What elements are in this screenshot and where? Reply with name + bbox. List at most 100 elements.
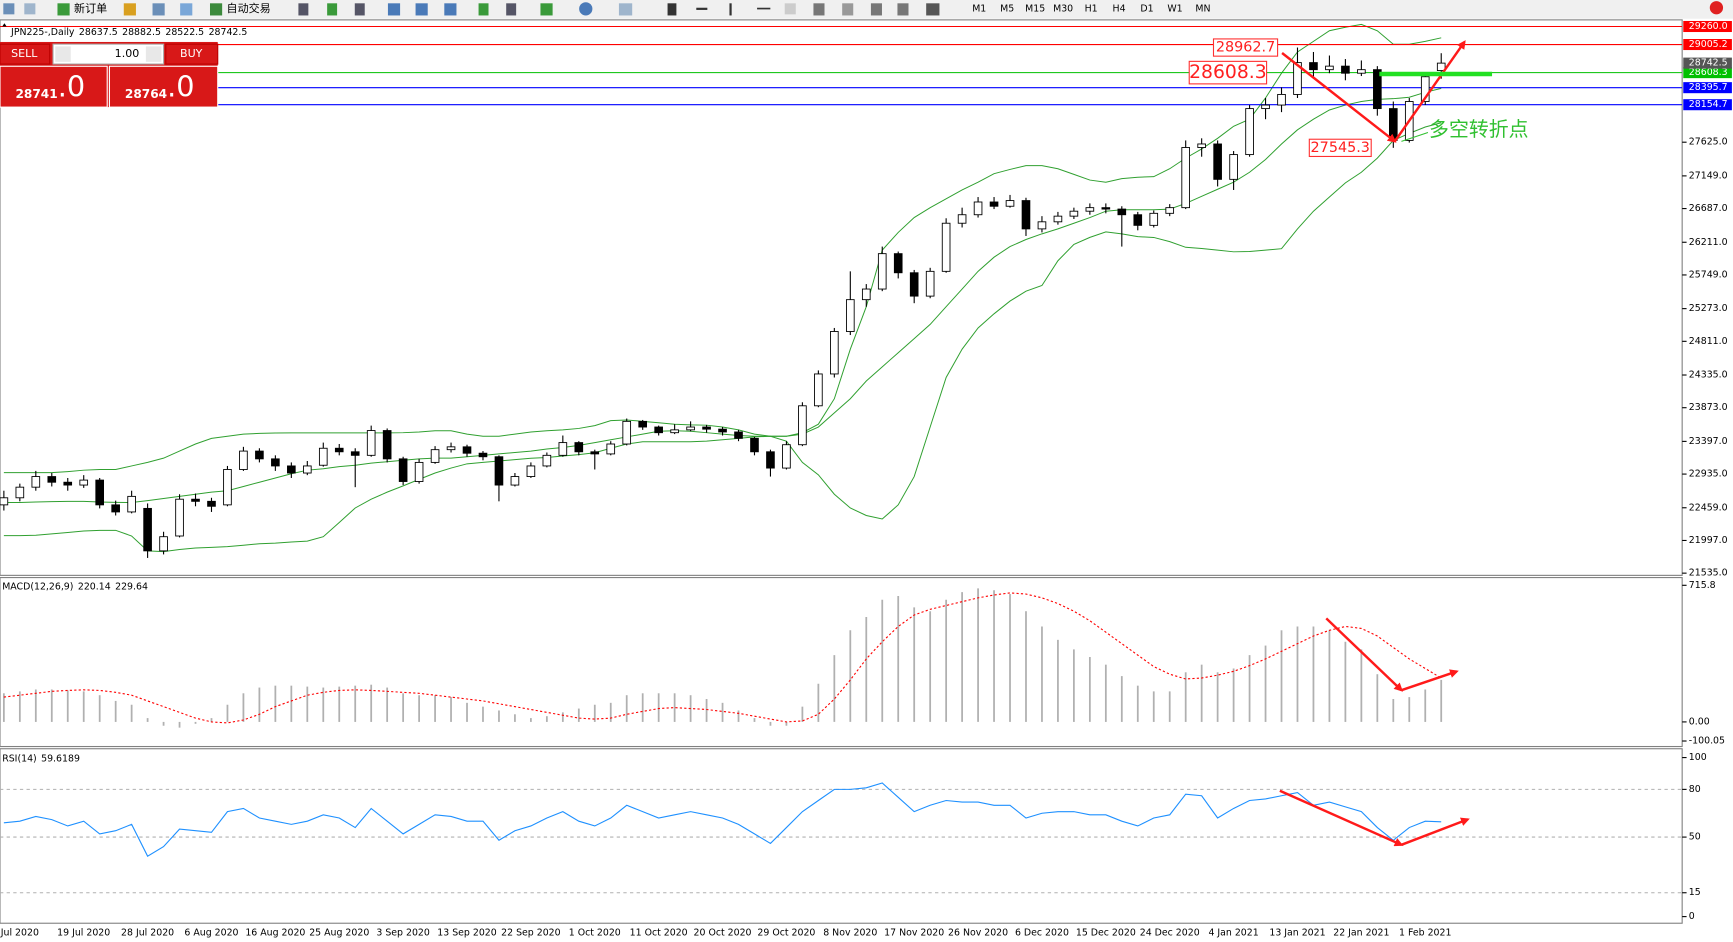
timeframe-button[interactable]: M15: [1025, 3, 1045, 14]
lot-down[interactable]: [55, 46, 71, 62]
x-tick-label: 20 Oct 2020: [694, 928, 752, 939]
candle-body: [1085, 207, 1095, 212]
trade-panel: SELL 1.00 BUY 28741.0 28764.0: [0, 41, 219, 108]
candle-body: [1037, 221, 1047, 230]
candle-body: [1261, 104, 1270, 110]
x-tick-label: 22 Sep 2020: [501, 928, 560, 939]
candle-body: [526, 465, 536, 478]
x-tick-label: 22 Jan 2021: [1333, 928, 1389, 939]
candle-body: [1197, 143, 1206, 148]
candle-body: [1117, 208, 1127, 216]
timeframe-button[interactable]: MN: [1195, 3, 1210, 14]
candle-body: [382, 430, 392, 460]
arrow: [1401, 669, 1459, 692]
x-tick-label: 25 Aug 2020: [309, 928, 369, 939]
drawn-arrows: [1279, 40, 1470, 847]
lot-value[interactable]: 1.00: [115, 47, 140, 60]
timeframe-button[interactable]: W1: [1167, 3, 1182, 14]
plot-layer: 21535.0 21997.0 22459.0 22935.0 23397.0 23873…: [0, 20, 1732, 939]
symbol: JPN225-,Daily: [10, 27, 75, 38]
rsi-header: RSI(14) 59.6189: [2, 753, 80, 764]
price-panel: [0, 19, 1683, 576]
candle-body: [1053, 215, 1063, 223]
candle-body: [861, 288, 871, 301]
candle-body: [1005, 200, 1015, 207]
level-label: 29005.2: [1689, 39, 1728, 50]
candle-body: [510, 476, 520, 486]
lot-input[interactable]: [52, 43, 165, 65]
timeframe-button[interactable]: M5: [1000, 3, 1014, 14]
candle-body: [750, 437, 759, 453]
candle-body: [782, 444, 791, 469]
lot-up[interactable]: [145, 46, 162, 62]
high: 28882.5: [122, 27, 161, 38]
x-tick-label: 3 Sep 2020: [376, 928, 430, 939]
candle-body: [1341, 65, 1350, 74]
candle-body: [318, 447, 328, 466]
close-label: 28742.5: [1689, 58, 1728, 69]
timeframe-button[interactable]: M1: [972, 3, 986, 14]
close-label-bg: [1683, 57, 1732, 69]
timeframe-button[interactable]: D1: [1140, 3, 1153, 14]
annotation-label: 28608.3: [1189, 62, 1267, 83]
candle-body: [143, 507, 152, 552]
timeframe-button[interactable]: H4: [1113, 3, 1126, 14]
y-tick-label: 26687.0: [1689, 203, 1728, 214]
new-order-button[interactable]: 新订单: [74, 1, 107, 15]
candle-body: [957, 214, 967, 224]
candle-body: [446, 446, 456, 451]
sell-price-box[interactable]: [0, 65, 108, 108]
candle-body: [366, 430, 376, 456]
timeframe-button[interactable]: H1: [1085, 3, 1098, 14]
timeframe-button[interactable]: M30: [1053, 3, 1073, 14]
candle-body: [1213, 143, 1222, 180]
x-tick-label: Jul 2020: [0, 928, 39, 939]
candle-body: [718, 428, 727, 433]
candle-body: [845, 299, 855, 332]
candle-body: [1229, 154, 1238, 180]
candle-body: [1293, 62, 1302, 95]
candle-body: [941, 222, 951, 272]
annotation-box: [1308, 138, 1372, 158]
candle-body: [1388, 108, 1398, 141]
candle-body: [334, 447, 344, 453]
sell-button[interactable]: [0, 43, 51, 65]
candle-body: [478, 452, 488, 458]
y-tick-label: 24811.0: [1689, 336, 1728, 347]
low: 28522.5: [165, 27, 204, 38]
candle-body: [239, 450, 248, 470]
y-tick-label: 22935.0: [1689, 469, 1728, 480]
candle-body: [590, 451, 600, 455]
candle-body: [766, 451, 775, 469]
sell-price-main: 28741: [15, 86, 57, 100]
y-tick-label: 22459.0: [1689, 502, 1728, 513]
toolbar-icons: [3, 1, 1724, 16]
candle-body: [350, 451, 360, 456]
candle-body: [925, 270, 935, 297]
candle-body: [734, 431, 743, 439]
candle-body: [989, 201, 999, 207]
annotation-box: [1188, 60, 1268, 85]
arrow: [1393, 40, 1466, 143]
y-tick-label: 25749.0: [1689, 269, 1728, 280]
buy-label[interactable]: BUY: [180, 47, 203, 60]
candle-body: [494, 456, 504, 486]
candle-body: [414, 461, 424, 482]
candle-body: [702, 426, 711, 430]
candle-body: [95, 479, 105, 506]
y-tick-label: 0.00: [1689, 716, 1710, 727]
sell-label[interactable]: SELL: [11, 47, 38, 60]
candle-body: [207, 500, 216, 507]
auto-trading-button[interactable]: 自动交易: [227, 1, 271, 15]
candle-body: [1325, 65, 1334, 71]
arrow: [1279, 789, 1404, 847]
candle-body: [111, 504, 120, 513]
candle-body: [1181, 147, 1191, 209]
level-label-bg: [1683, 39, 1732, 51]
buy-button[interactable]: [165, 43, 219, 65]
candle-body: [175, 498, 184, 537]
macd-panel: [0, 577, 1683, 748]
y-tick-label: 715.8: [1689, 580, 1716, 591]
buy-price-box[interactable]: [108, 65, 219, 108]
